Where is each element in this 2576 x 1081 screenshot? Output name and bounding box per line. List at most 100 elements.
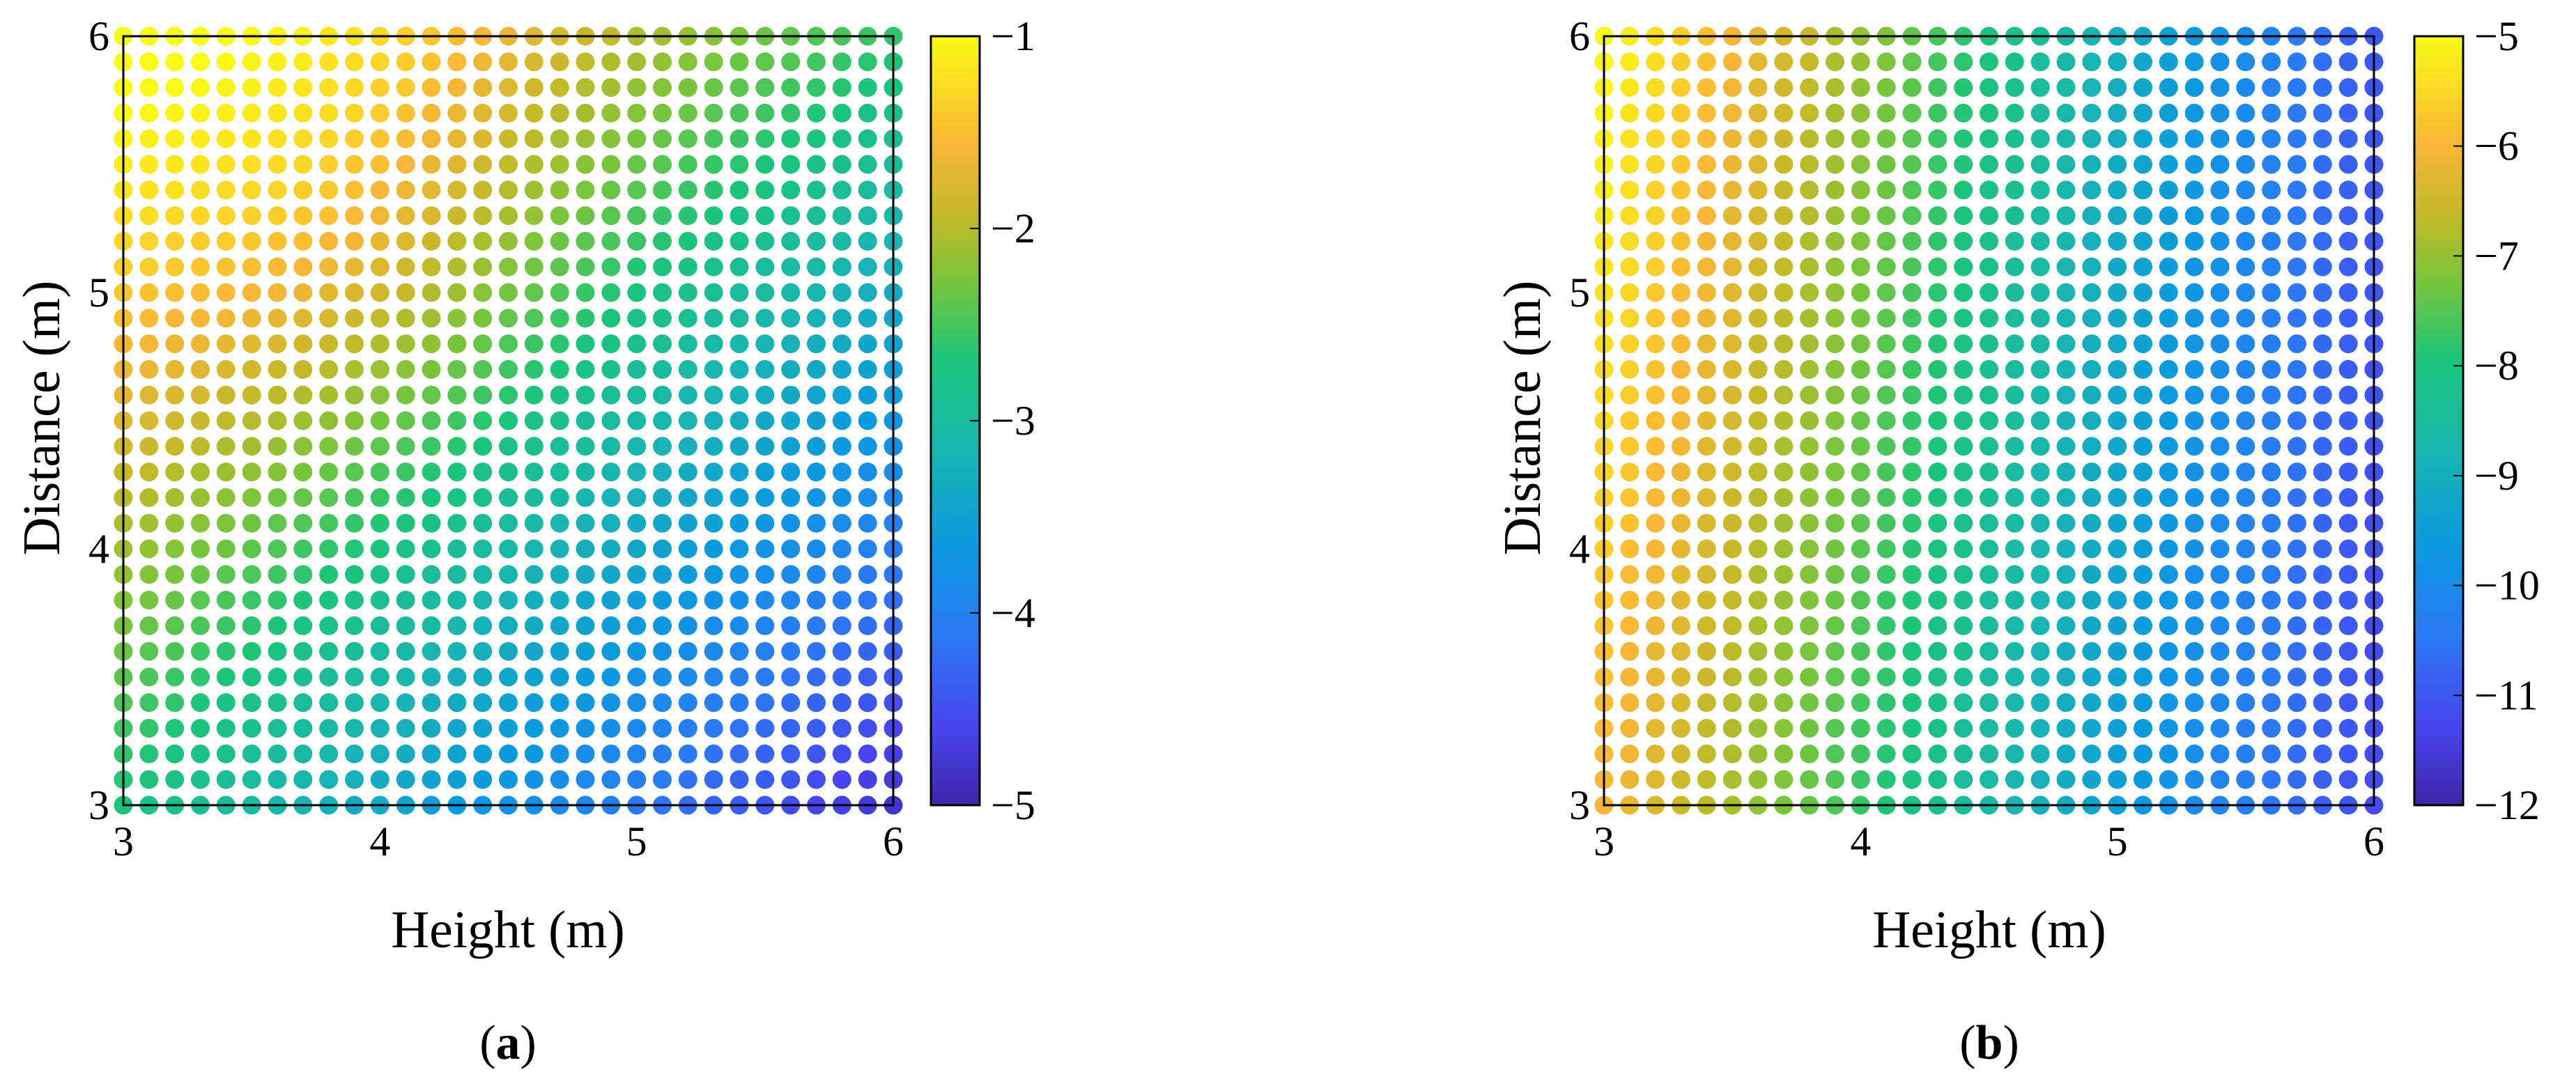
scatter-point bbox=[2082, 437, 2101, 456]
scatter-point bbox=[293, 539, 313, 559]
scatter-point bbox=[1697, 539, 1716, 559]
scatter-point bbox=[370, 231, 390, 251]
scatter-point bbox=[1722, 591, 1742, 610]
scatter-point bbox=[601, 513, 621, 533]
scatter-point bbox=[730, 719, 749, 738]
scatter-point bbox=[499, 103, 518, 123]
colorbar-segment bbox=[931, 407, 980, 415]
scatter-point bbox=[755, 78, 775, 98]
scatter-point bbox=[1748, 411, 1768, 430]
scatter-point bbox=[499, 155, 518, 174]
scatter-point bbox=[2056, 513, 2076, 533]
scatter-point bbox=[524, 641, 543, 661]
scatter-point bbox=[2184, 616, 2204, 635]
scatter-point bbox=[216, 129, 236, 148]
scatter-point bbox=[345, 359, 364, 379]
scatter-point bbox=[755, 513, 775, 533]
scatter-point bbox=[1722, 155, 1742, 174]
scatter-point bbox=[576, 616, 595, 635]
scatter-point bbox=[2338, 103, 2358, 123]
scatter-point bbox=[216, 719, 236, 738]
scatter-point bbox=[1954, 641, 1973, 661]
scatter-point bbox=[1646, 693, 1665, 713]
scatter-point bbox=[396, 52, 415, 72]
colorbar-segment bbox=[931, 145, 980, 153]
scatter-point bbox=[730, 385, 749, 405]
scatter-point bbox=[601, 616, 621, 635]
scatter-point bbox=[730, 591, 749, 610]
colorbar-segment bbox=[931, 625, 980, 633]
scatter-point bbox=[858, 52, 877, 72]
y-tick-label: 4 bbox=[88, 526, 109, 572]
scatter-point bbox=[2210, 641, 2230, 661]
scatter-point bbox=[499, 309, 518, 328]
scatter-point bbox=[473, 52, 493, 72]
scatter-point bbox=[165, 231, 185, 251]
colorbar-segment bbox=[931, 75, 980, 82]
scatter-point bbox=[2082, 155, 2101, 174]
scatter-point bbox=[1928, 411, 1948, 430]
scatter-point bbox=[1851, 591, 1870, 610]
colorbar-segment bbox=[2414, 497, 2463, 505]
scatter-point bbox=[832, 78, 851, 98]
scatter-point bbox=[396, 488, 415, 507]
scatter-point bbox=[370, 257, 390, 277]
scatter-point bbox=[447, 667, 467, 687]
scatter-point bbox=[1748, 334, 1768, 354]
scatter-point bbox=[268, 385, 287, 405]
scatter-point bbox=[1672, 744, 1690, 763]
scatter-point bbox=[550, 437, 569, 456]
colorbar-segment bbox=[931, 177, 980, 185]
colorbar-segment bbox=[2414, 196, 2463, 203]
scatter-point bbox=[370, 565, 390, 584]
scatter-point bbox=[2056, 437, 2076, 456]
scatter-point bbox=[499, 78, 518, 98]
scatter-point bbox=[1620, 309, 1640, 328]
scatter-point bbox=[2108, 437, 2127, 456]
scatter-point bbox=[704, 411, 723, 430]
scatter-point bbox=[191, 719, 210, 738]
scatter-point bbox=[1722, 744, 1742, 763]
scatter-point bbox=[730, 359, 749, 379]
colorbar-segment bbox=[2414, 690, 2463, 697]
x-tick-label: 5 bbox=[626, 818, 647, 864]
scatter-point bbox=[1902, 52, 1922, 72]
scatter-point bbox=[422, 309, 441, 328]
scatter-point bbox=[1722, 462, 1742, 482]
scatter-point bbox=[2313, 359, 2332, 379]
scatter-point bbox=[422, 744, 441, 763]
scatter-point bbox=[268, 257, 287, 277]
scatter-point bbox=[653, 52, 672, 72]
scatter-point bbox=[2082, 180, 2101, 200]
caption-a: (a) bbox=[479, 1016, 537, 1070]
colorbar-segment bbox=[2414, 350, 2463, 357]
scatter-point bbox=[1954, 359, 1973, 379]
scatter-point bbox=[1748, 385, 1768, 405]
scatter-point bbox=[2030, 641, 2050, 661]
scatter-point bbox=[807, 437, 826, 456]
scatter-point bbox=[499, 334, 518, 354]
colorbar-segment bbox=[931, 299, 980, 306]
scatter-point bbox=[2236, 744, 2255, 763]
scatter-point bbox=[2056, 667, 2076, 687]
colorbar-segment bbox=[931, 363, 980, 371]
colorbar-segment bbox=[931, 446, 980, 453]
y-tick-label: 3 bbox=[1569, 782, 1590, 828]
scatter-point bbox=[1902, 206, 1922, 226]
colorbar-segment bbox=[2414, 260, 2463, 267]
scatter-point bbox=[653, 359, 672, 379]
colorbar-segment bbox=[2414, 453, 2463, 460]
colorbar-frame bbox=[2413, 35, 2465, 807]
scatter-point bbox=[601, 257, 621, 277]
scatter-point bbox=[1646, 770, 1665, 789]
scatter-point bbox=[832, 437, 851, 456]
scatter-point bbox=[1800, 385, 1819, 405]
scatter-point bbox=[499, 129, 518, 148]
scatter-point bbox=[2288, 539, 2306, 559]
scatter-point bbox=[216, 103, 236, 123]
scatter-point bbox=[2082, 283, 2101, 302]
scatter-point bbox=[139, 180, 159, 200]
scatter-point bbox=[704, 283, 723, 302]
scatter-point bbox=[499, 693, 518, 713]
